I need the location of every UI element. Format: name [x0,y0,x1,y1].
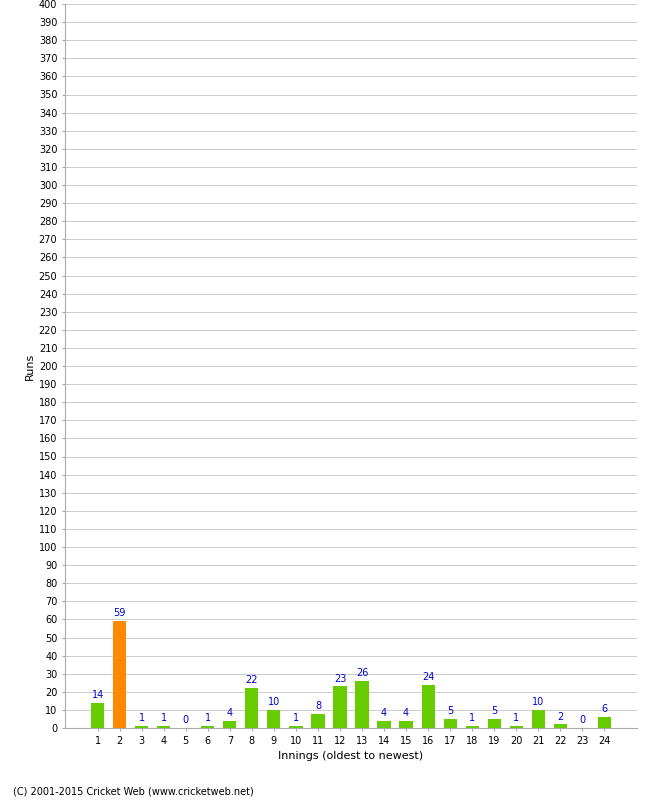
Bar [201,726,214,728]
Text: 1: 1 [138,714,145,723]
Text: 0: 0 [579,715,586,726]
Bar [311,714,324,728]
Bar [554,724,567,728]
Bar [421,685,435,728]
Bar [113,622,126,728]
Text: 1: 1 [469,714,475,723]
Bar [356,681,369,728]
Text: 5: 5 [491,706,497,716]
Text: 1: 1 [514,714,519,723]
Text: 8: 8 [315,701,321,711]
Bar [157,726,170,728]
Text: 10: 10 [268,697,280,707]
Text: 1: 1 [205,714,211,723]
Text: 4: 4 [381,708,387,718]
Text: 6: 6 [601,705,608,714]
Bar [223,721,237,728]
Bar [91,702,104,728]
Text: 22: 22 [246,675,258,686]
Text: 1: 1 [293,714,299,723]
Text: 4: 4 [403,708,409,718]
Bar [289,726,302,728]
Bar [135,726,148,728]
Bar [465,726,479,728]
Text: 4: 4 [227,708,233,718]
Text: 59: 59 [114,609,126,618]
Bar [598,717,611,728]
Bar [245,688,259,728]
Y-axis label: Runs: Runs [25,352,34,380]
Bar [267,710,281,728]
Text: 1: 1 [161,714,167,723]
Bar [510,726,523,728]
Text: 24: 24 [422,672,434,682]
Text: 26: 26 [356,668,368,678]
Bar [532,710,545,728]
Text: 14: 14 [92,690,104,700]
Bar [400,721,413,728]
Bar [488,719,501,728]
X-axis label: Innings (oldest to newest): Innings (oldest to newest) [278,751,424,761]
Text: 5: 5 [447,706,453,716]
Bar [378,721,391,728]
Text: 0: 0 [183,715,188,726]
Text: 10: 10 [532,697,545,707]
Bar [333,686,346,728]
Text: 2: 2 [557,712,564,722]
Text: 23: 23 [334,674,346,684]
Bar [443,719,457,728]
Text: (C) 2001-2015 Cricket Web (www.cricketweb.net): (C) 2001-2015 Cricket Web (www.cricketwe… [13,786,254,796]
